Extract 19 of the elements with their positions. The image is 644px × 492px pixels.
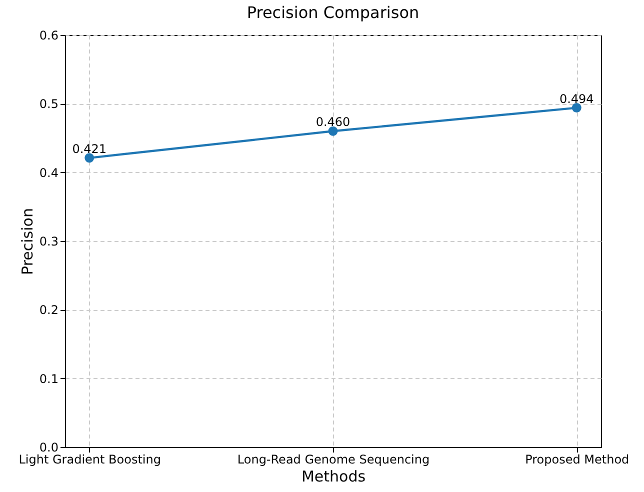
y-tick-label: 0.6 (39, 28, 58, 42)
x-tick-label: Long-Read Genome Sequencing (237, 452, 430, 466)
y-tick-label: 0.1 (39, 372, 58, 386)
y-tick-label: 0.3 (39, 234, 58, 248)
y-tick-label: 0.0 (39, 440, 58, 454)
y-axis-title: Precision (18, 208, 36, 275)
data-label: 0.421 (72, 142, 107, 156)
x-axis-title: Methods (301, 468, 366, 486)
data-label: 0.494 (559, 92, 594, 106)
point (328, 126, 338, 136)
chart-title: Precision Comparison (246, 3, 420, 22)
x-tick-label: Light Gradient Boosting (18, 452, 161, 466)
data-label: 0.460 (316, 115, 350, 130)
y-tick-label: 0.4 (39, 166, 58, 180)
point (84, 153, 94, 163)
x-tick-label: Proposed Method (525, 452, 630, 466)
point (572, 103, 582, 113)
y-tick-label: 0.2 (39, 303, 58, 318)
y-tick-label: 0.5 (39, 97, 58, 112)
